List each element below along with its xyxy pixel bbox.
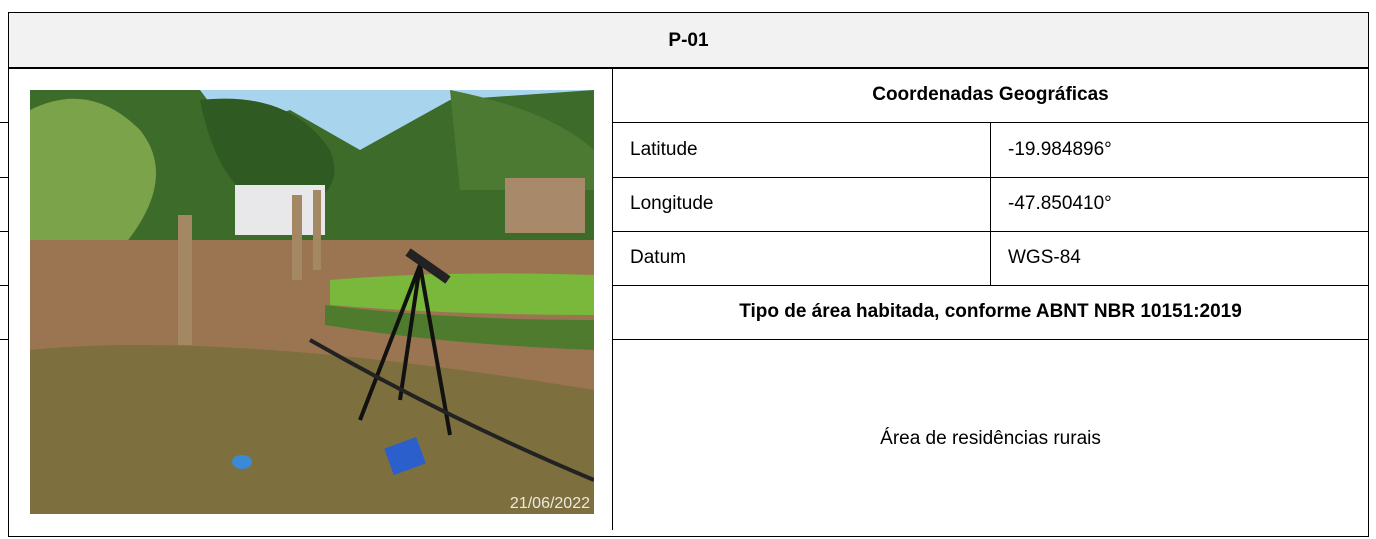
row-line: [612, 122, 1369, 123]
header-title: P-01: [668, 29, 709, 51]
row-line: [0, 285, 8, 286]
header-row: [8, 12, 1369, 69]
section-title: Coordenadas Geográficas: [872, 84, 1109, 105]
row-line: [0, 339, 8, 340]
column-divider: [612, 68, 613, 530]
row-line: [612, 177, 1369, 178]
row-line: [0, 231, 8, 232]
row-line: [612, 231, 1369, 232]
photo-timestamp: 21/06/2022: [510, 495, 590, 512]
row-line: [612, 339, 1369, 340]
row-value: WGS-84: [1008, 247, 1081, 268]
row-value: -19.984896°: [1008, 138, 1112, 160]
column-divider: [990, 122, 991, 285]
site-photo: 21/06/2022: [30, 90, 594, 514]
row-value: -47.850410°: [1008, 193, 1112, 214]
row-label: Latitude: [630, 138, 698, 160]
row-line: [0, 122, 8, 123]
row-label: Longitude: [630, 193, 714, 214]
row-line: [0, 177, 8, 178]
area-value: Área de residências rurais: [880, 428, 1101, 449]
row-label: Datum: [630, 247, 686, 268]
area-title: Tipo de área habitada, conforme ABNT NBR…: [739, 301, 1242, 322]
row-line: [612, 285, 1369, 286]
